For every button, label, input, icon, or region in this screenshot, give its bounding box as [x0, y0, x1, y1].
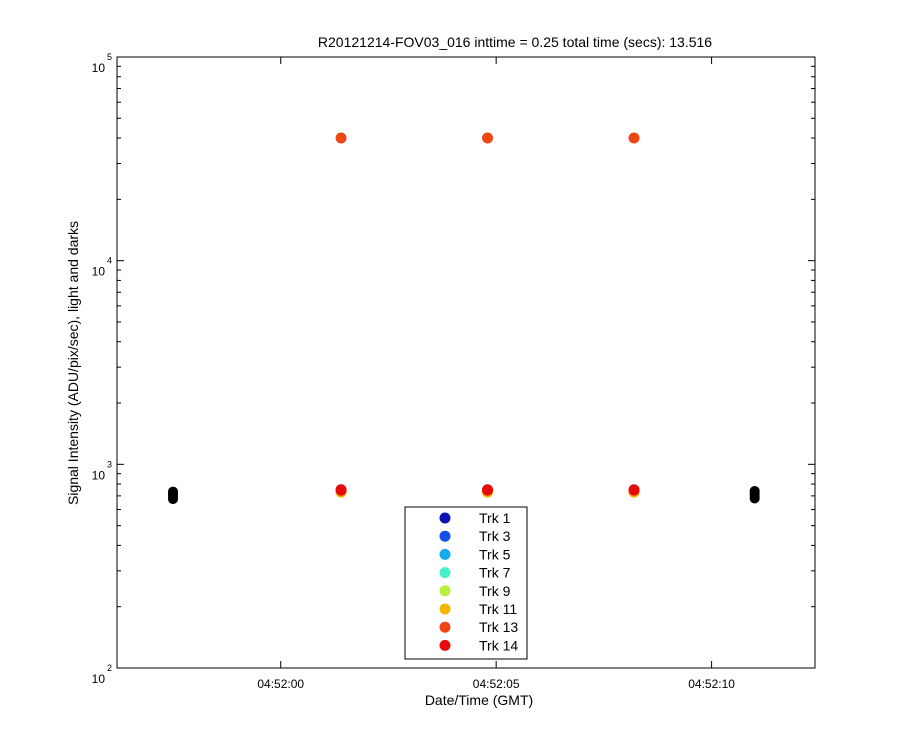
legend-entry: Trk 7 — [479, 565, 511, 581]
data-point — [482, 484, 494, 496]
legend-entry: Trk 5 — [479, 546, 511, 562]
y-tick-label-base: 10 — [92, 265, 106, 279]
legend-marker — [439, 567, 451, 579]
y-tick-label-base: 10 — [92, 672, 106, 686]
legend-marker — [439, 585, 451, 597]
y-tick-label-exponent: 2 — [107, 663, 112, 673]
y-tick-label-base: 10 — [92, 61, 106, 75]
axes-frame — [116, 56, 816, 669]
chart-title: R20121214-FOV03_016 inttime = 0.25 total… — [318, 34, 712, 50]
data-point — [628, 132, 640, 144]
legend-entry: Trk 14 — [479, 637, 518, 653]
y-axis-label: Signal Intensity (ADU/pix/sec), light an… — [65, 221, 81, 505]
x-axis-label: Date/Time (GMT) — [425, 692, 533, 708]
legend-entry: Trk 3 — [479, 528, 511, 544]
dark-frame-point — [168, 486, 179, 497]
plot-area — [116, 56, 816, 669]
legend-entry: Trk 9 — [479, 583, 511, 599]
legend-marker — [439, 621, 451, 633]
y-tick-label-exponent: 4 — [107, 256, 112, 266]
data-point — [335, 484, 347, 496]
dark-frame-point — [749, 485, 760, 496]
x-tick-label: 04:52:10 — [688, 677, 735, 691]
legend-marker — [439, 603, 451, 615]
data-point — [482, 132, 494, 144]
legend-marker — [439, 548, 451, 560]
y-tick-label-base: 10 — [92, 468, 106, 482]
legend-marker — [439, 512, 451, 524]
legend-entry: Trk 13 — [479, 619, 518, 635]
data-points — [168, 132, 760, 505]
x-tick-label: 04:52:00 — [257, 677, 304, 691]
legend-marker — [439, 530, 451, 542]
legend-marker — [439, 639, 451, 651]
legend: Trk 1 Trk 3 Trk 5 Trk 7 Trk 9 Trk 11 Trk 13 Trk… — [404, 506, 528, 660]
legend-box — [404, 506, 528, 660]
legend-entry: Trk 11 — [479, 601, 517, 617]
legend-entry: Trk 1 — [479, 510, 511, 526]
data-point — [335, 132, 347, 144]
x-tick-label: 04:52:05 — [473, 677, 520, 691]
y-tick-label-exponent: 5 — [107, 52, 112, 62]
data-point — [628, 484, 640, 496]
y-tick-label-exponent: 3 — [107, 459, 112, 469]
